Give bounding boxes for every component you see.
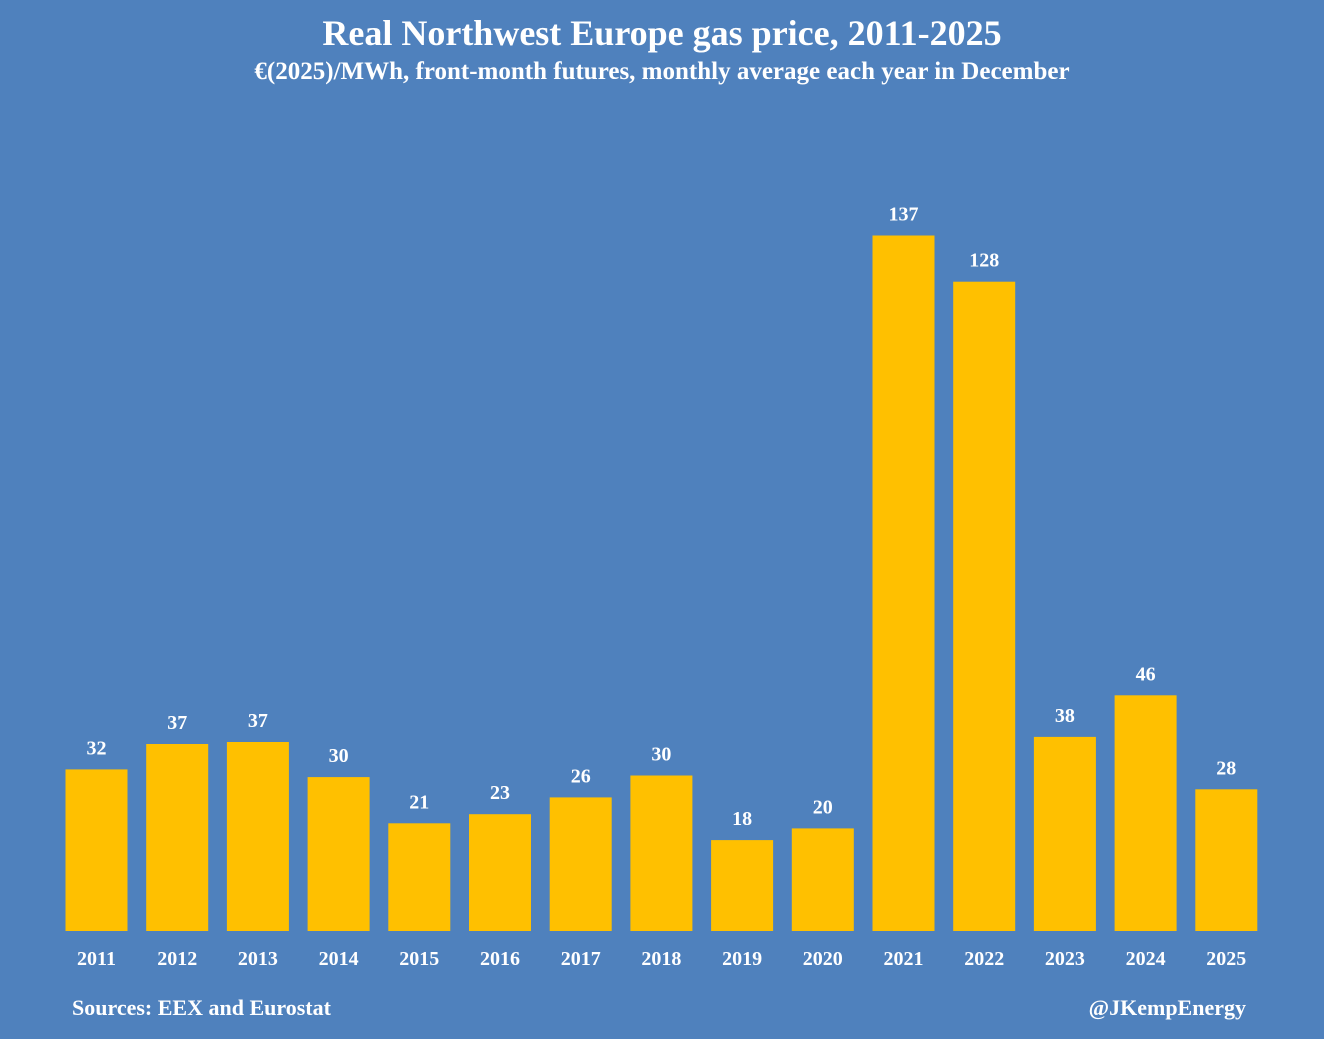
data-label-2018: 30 [651, 744, 671, 766]
x-tick-2020: 2020 [803, 948, 843, 970]
bar-2012 [146, 744, 209, 931]
bar-2011 [65, 769, 128, 931]
author-credit: @JKempEnergy [1088, 995, 1246, 1020]
x-tick-2013: 2013 [238, 948, 278, 970]
bar-2016 [469, 814, 531, 931]
x-tick-2018: 2018 [641, 948, 681, 970]
bar-2020 [791, 828, 854, 931]
bar-2017 [549, 797, 612, 931]
chart-subtitle: €(2025)/MWh, front-month futures, monthl… [254, 58, 1070, 85]
data-label-2025: 28 [1216, 757, 1236, 779]
data-label-2014: 30 [329, 745, 349, 767]
x-tick-2015: 2015 [399, 948, 439, 970]
bar-chart: 32 2011 37 2012 37 2013 30 2014 21 2015 23 2016 26 20… [65, 204, 1258, 970]
bar-2025 [1195, 789, 1258, 931]
bar-2023 [1033, 736, 1096, 931]
x-tick-2022: 2022 [964, 948, 1004, 970]
x-tick-2016: 2016 [480, 948, 520, 970]
bar-2013 [226, 742, 289, 931]
bar-2015 [388, 823, 451, 931]
x-tick-2011: 2011 [77, 948, 116, 970]
x-tick-2017: 2017 [561, 948, 601, 970]
data-label-2012: 37 [167, 712, 187, 734]
x-tick-2014: 2014 [319, 948, 359, 970]
data-label-2015: 21 [409, 791, 429, 813]
bar-2014 [307, 777, 370, 931]
data-label-2020: 20 [813, 796, 833, 818]
bar-2024 [1114, 695, 1177, 931]
x-tick-2023: 2023 [1045, 948, 1085, 970]
bar-2022 [953, 281, 1016, 931]
data-label-2016: 23 [490, 782, 510, 804]
data-label-2023: 38 [1055, 705, 1075, 727]
data-label-2013: 37 [248, 710, 268, 732]
x-tick-2021: 2021 [884, 948, 924, 970]
x-tick-2024: 2024 [1126, 948, 1166, 970]
source-note: Sources: EEX and Eurostat [72, 995, 331, 1020]
bar-2018 [630, 775, 693, 931]
bar-2021 [872, 235, 935, 931]
chart-title: Real Northwest Europe gas price, 2011-20… [322, 13, 1002, 53]
x-tick-2019: 2019 [722, 948, 762, 970]
data-label-2011: 32 [87, 737, 107, 759]
data-label-2021: 137 [889, 204, 919, 226]
x-tick-2025: 2025 [1206, 948, 1246, 970]
data-label-2024: 46 [1136, 663, 1156, 685]
bar-2019 [711, 840, 774, 931]
data-label-2017: 26 [571, 765, 591, 787]
x-tick-2012: 2012 [157, 948, 197, 970]
data-label-2019: 18 [732, 808, 752, 830]
data-label-2022: 128 [969, 250, 999, 272]
